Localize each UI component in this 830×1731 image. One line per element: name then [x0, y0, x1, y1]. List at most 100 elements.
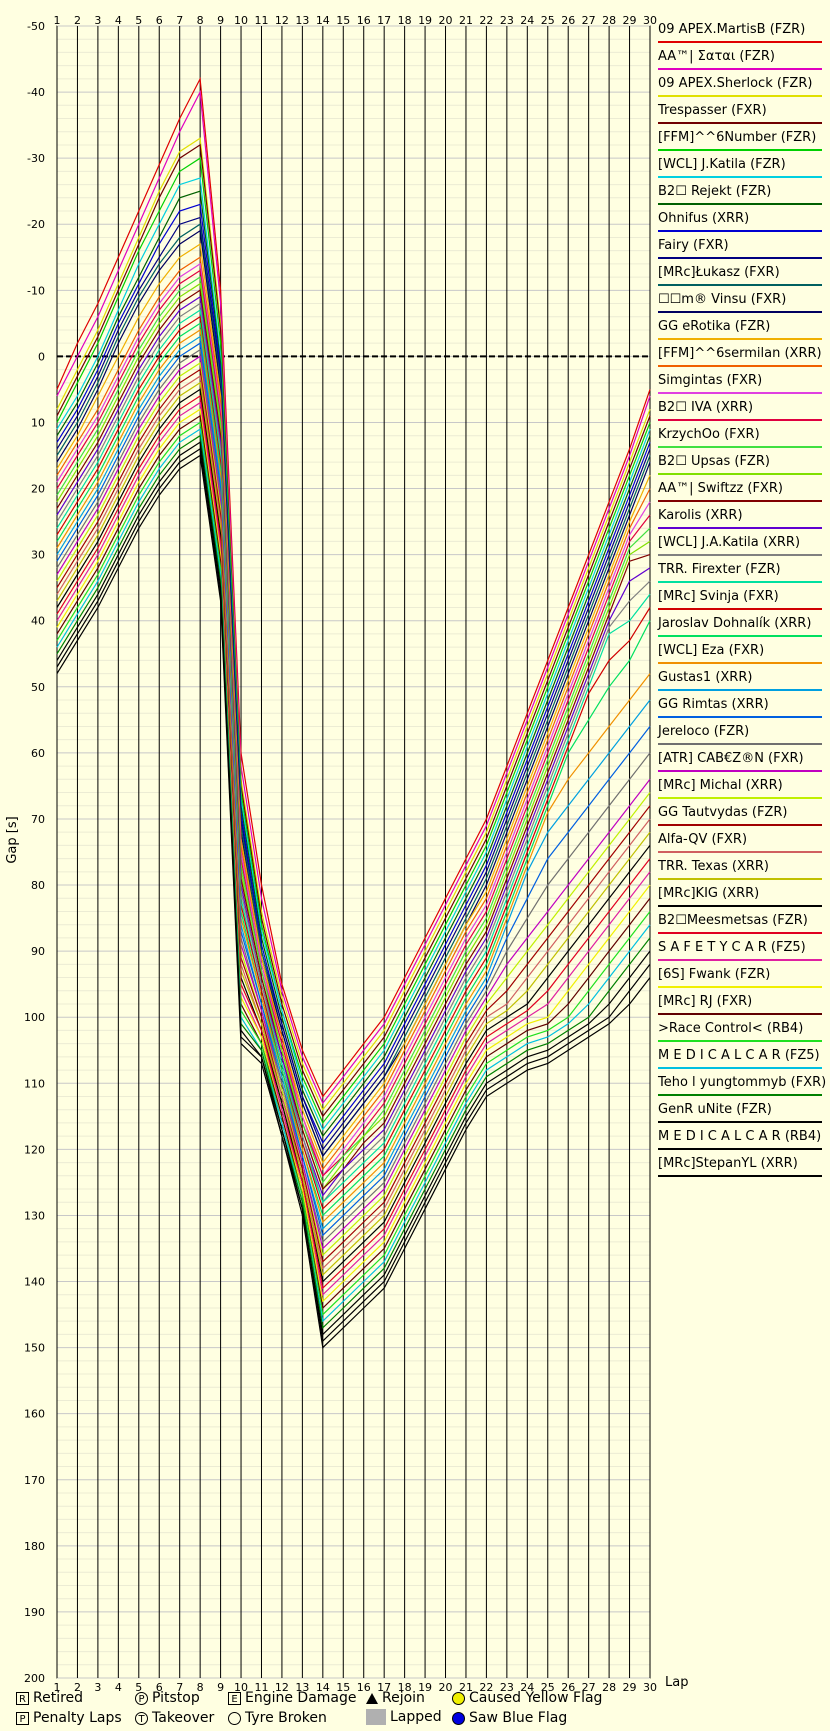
x-tick-label: 20 — [439, 1681, 453, 1694]
legend-label: GG Rimtas (XRR) — [658, 697, 769, 712]
legend-swatch — [658, 527, 822, 529]
legend-entry: GenR uNite (FZR) — [658, 1102, 824, 1129]
series-line — [56, 414, 651, 1310]
y-tick-label: 110 — [24, 1077, 45, 1090]
legend-swatch — [658, 284, 822, 286]
legend-swatch — [658, 851, 822, 853]
series-line — [56, 361, 651, 1257]
legend-entry: Ohnifus (XRR) — [658, 211, 824, 238]
x-tick-label-top: 22 — [479, 14, 493, 27]
series-line — [56, 394, 651, 1290]
legend-swatch — [658, 122, 822, 124]
legend-entry: B2☐ Rejekt (FZR) — [658, 184, 824, 211]
legend-entry: [MRc]KIG (XRR) — [658, 886, 824, 913]
legend-label: S A F E T Y C A R (FZ5) — [658, 940, 806, 955]
x-tick-label-top: 24 — [520, 14, 534, 27]
legend-entry: 09 APEX.Sherlock (FZR) — [658, 76, 824, 103]
legend-swatch — [658, 203, 822, 205]
series-line — [56, 441, 651, 1336]
legend-label: [MRc] Michal (XRR) — [658, 778, 783, 793]
series-line — [56, 428, 651, 1323]
legend-label: 09 APEX.MartisB (FZR) — [658, 22, 806, 37]
legend-swatch — [658, 662, 822, 664]
legend-swatch — [658, 797, 822, 799]
x-tick-label: 14 — [316, 1681, 330, 1694]
y-tick-label: -10 — [27, 284, 45, 297]
legend-label: [MRc] RJ (FXR) — [658, 994, 753, 1009]
legend-label: GG eRotika (FZR) — [658, 319, 771, 334]
x-tick-label: 4 — [115, 1681, 122, 1694]
x-tick-label: 8 — [197, 1681, 204, 1694]
legend-label: [FFM]^^6sermilan (XRR) — [658, 346, 822, 361]
x-tick-label-top: 25 — [541, 14, 555, 27]
x-tick-label-top: 1 — [54, 14, 61, 27]
x-tick-label-top: 16 — [357, 14, 371, 27]
y-tick-label: -30 — [27, 152, 45, 165]
x-tick-label-top: 18 — [398, 14, 412, 27]
x-tick-label-top: 26 — [561, 14, 575, 27]
x-tick-label: 5 — [135, 1681, 142, 1694]
legend-entry: [WCL] J.Katila (FZR) — [658, 157, 824, 184]
series-line — [56, 408, 651, 1303]
legend-entry: Trespasser (FXR) — [658, 103, 824, 130]
legend-label: [WCL] J.A.Katila (XRR) — [658, 535, 801, 550]
legend-label: >Race Control< (RB4) — [658, 1021, 804, 1036]
x-tick-label: 29 — [623, 1681, 637, 1694]
series-line — [56, 421, 651, 1316]
x-tick-label: 28 — [602, 1681, 616, 1694]
y-tick-label: 30 — [31, 549, 45, 562]
legend-swatch — [658, 1148, 822, 1150]
x-tick-label-top: 19 — [418, 14, 432, 27]
series-line — [56, 262, 651, 1178]
legend-swatch — [658, 311, 822, 313]
legend-swatch — [658, 608, 822, 610]
series-line — [56, 295, 651, 1197]
series-line — [56, 157, 651, 1125]
legend-swatch — [658, 932, 822, 934]
series-line — [56, 388, 651, 1283]
x-tick-label: 25 — [541, 1681, 555, 1694]
series-line — [56, 282, 651, 1191]
y-tick-label: 170 — [24, 1474, 45, 1487]
legend-label: Trespasser (FXR) — [658, 103, 767, 118]
key-retired: R Retired — [16, 1690, 83, 1706]
legend-swatch — [658, 581, 822, 583]
legend-label: Ohnifus (XRR) — [658, 211, 750, 226]
legend-entry: [FFM]^^6Number (FZR) — [658, 130, 824, 157]
legend-label: KrzychOo (FXR) — [658, 427, 760, 442]
legend-swatch — [658, 392, 822, 394]
legend-swatch — [658, 689, 822, 691]
y-tick-label: 10 — [31, 416, 45, 429]
x-tick-label: 19 — [418, 1681, 432, 1694]
series-line — [56, 203, 651, 1144]
legend-entry: Gustas1 (XRR) — [658, 670, 824, 697]
legend-label: [MRc]Łukasz (FXR) — [658, 265, 780, 280]
legend-entry: [6S] Fwank (FZR) — [658, 967, 824, 994]
x-tick-label-top: 2 — [74, 14, 81, 27]
x-tick-label: 13 — [295, 1681, 309, 1694]
y-tick-label: 140 — [24, 1276, 45, 1289]
y-tick-label: 20 — [31, 483, 45, 496]
legend-swatch — [658, 95, 822, 97]
legend-label: AA™| Σαται (FZR) — [658, 49, 775, 64]
legend-swatch — [658, 338, 822, 340]
legend-label: [MRc]StepanYL (XRR) — [658, 1156, 798, 1171]
x-tick-label: 22 — [479, 1681, 493, 1694]
y-tick-label: 70 — [31, 813, 45, 826]
x-tick-label-top: 4 — [115, 14, 122, 27]
legend-label: Teho l yungtommyb (FXR) — [658, 1075, 827, 1090]
legend-entry: AA™| Σαται (FZR) — [658, 49, 824, 76]
y-tick-label: -40 — [27, 86, 45, 99]
legend-label: AA™| Swiftzz (FXR) — [658, 481, 783, 496]
lapped-icon — [366, 1709, 386, 1725]
legend-label: GG Tautvydas (FZR) — [658, 805, 788, 820]
legend-label: B2☐ Upsas (FZR) — [658, 454, 770, 469]
y-tick-label: 90 — [31, 945, 45, 958]
legend-label: Jereloco (FZR) — [658, 724, 750, 739]
legend-entry: GG Rimtas (XRR) — [658, 697, 824, 724]
legend-label: B2☐Meesmetsas (FZR) — [658, 913, 808, 928]
legend-swatch — [658, 149, 822, 151]
legend-entry: B2☐ IVA (XRR) — [658, 400, 824, 427]
legend-label: Simgintas (FXR) — [658, 373, 763, 388]
